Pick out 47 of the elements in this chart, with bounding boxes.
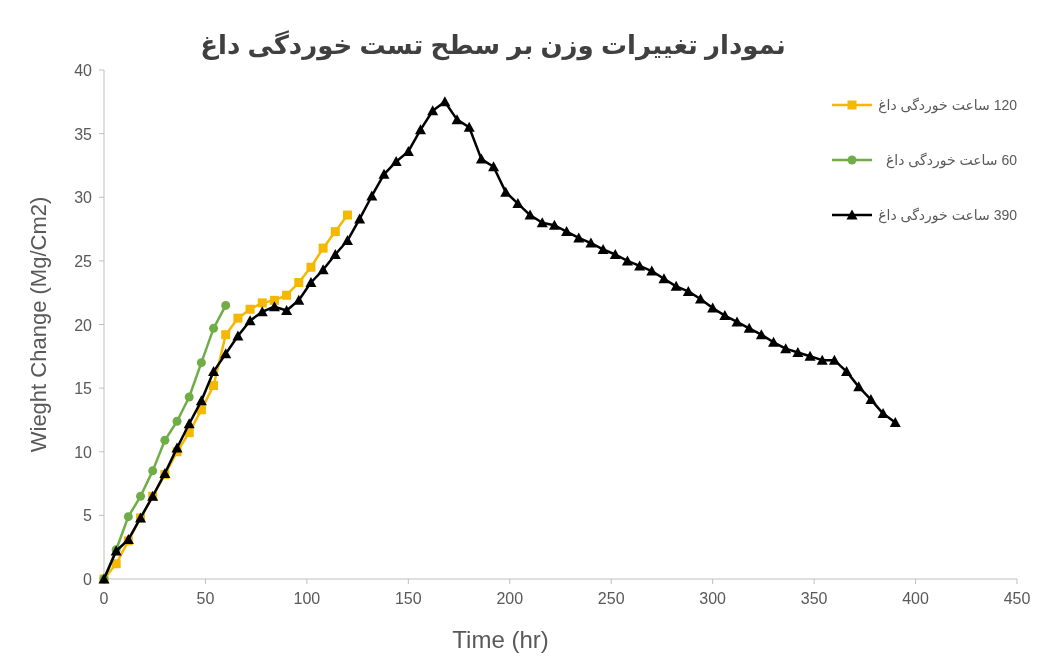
point	[196, 358, 206, 368]
y-tick-label: 0	[83, 571, 93, 588]
point	[172, 416, 182, 426]
y-tick-label: 30	[74, 189, 93, 207]
x-tick-label: 400	[902, 590, 929, 607]
x-axis-title: Time (hr)	[452, 626, 549, 653]
point	[330, 227, 340, 237]
y-tick-label: 35	[74, 125, 93, 143]
point	[257, 298, 267, 308]
x-tick-label: 50	[196, 590, 215, 607]
x-tick-label: 450	[1003, 590, 1031, 607]
point	[233, 313, 243, 323]
y-axis-title: Wieght Change (Mg/Cm2)	[26, 196, 51, 453]
legend-label: 60 ساعت خوردگی داغ	[885, 152, 1018, 169]
point	[221, 330, 231, 340]
point	[136, 491, 146, 501]
point	[123, 512, 133, 522]
point	[221, 300, 231, 310]
x-tick-label: 100	[293, 590, 321, 607]
chart-title: نمودار تغییرات وزن بر سطح تست خوردگی داغ	[200, 30, 786, 61]
point	[306, 262, 316, 272]
x-tick-label: 350	[800, 590, 828, 607]
point	[245, 304, 255, 314]
point	[209, 381, 219, 391]
point	[282, 290, 292, 300]
y-tick-label: 20	[74, 316, 93, 334]
y-tick-label: 15	[74, 380, 93, 398]
y-tick-label: 5	[83, 507, 93, 525]
x-tick-label: 250	[597, 590, 625, 607]
point	[184, 392, 194, 402]
point	[209, 323, 219, 333]
point	[148, 466, 158, 476]
point	[160, 435, 170, 445]
y-tick-label: 25	[74, 252, 93, 270]
point	[342, 210, 352, 220]
point	[318, 243, 328, 253]
point	[111, 559, 121, 569]
point	[294, 278, 304, 288]
x-tick-label: 150	[394, 590, 422, 607]
x-tick-label: 0	[99, 590, 109, 607]
y-tick-label: 40	[74, 62, 93, 79]
x-tick-label: 300	[699, 590, 727, 607]
point	[269, 295, 279, 305]
legend-label: 390 ساعت خوردگی داغ	[878, 207, 1018, 224]
x-tick-label: 200	[496, 590, 524, 607]
legend-label: 120 ساعت خوردگی داغ	[878, 97, 1018, 114]
y-tick-label: 10	[74, 443, 93, 461]
